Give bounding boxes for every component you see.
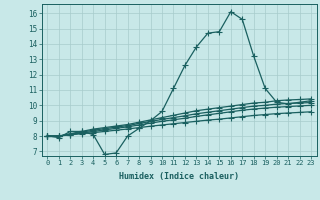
X-axis label: Humidex (Indice chaleur): Humidex (Indice chaleur) [119,172,239,181]
